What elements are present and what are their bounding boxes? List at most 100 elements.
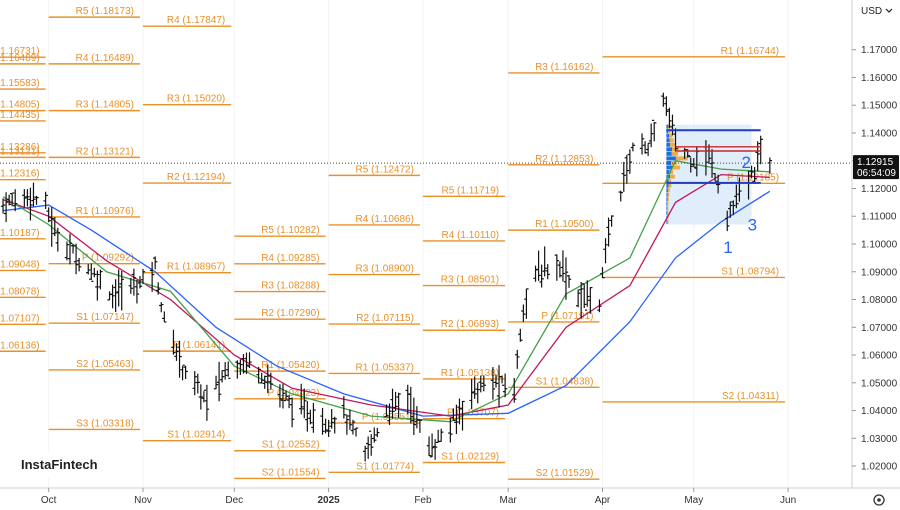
volume-profile	[666, 124, 752, 225]
price-bar	[585, 280, 590, 311]
pivot-label: 1.15583)	[0, 78, 39, 89]
pivot-label: S1 (1.08794)	[721, 266, 779, 277]
price-bar	[73, 243, 79, 275]
price-bar	[119, 271, 124, 311]
pivot-label: 1.12316)	[0, 169, 39, 180]
price-bar	[755, 141, 760, 172]
price-tick-label: 1.06000	[861, 351, 898, 362]
moving-average-line	[2, 159, 770, 423]
volume-bar	[667, 197, 669, 202]
price-bar	[667, 107, 672, 129]
time-tick-label: Jun	[780, 495, 796, 506]
price-bar	[131, 268, 137, 296]
price-bar	[180, 364, 185, 381]
price-bar	[247, 352, 252, 369]
volume-bar	[666, 165, 673, 170]
price-bar	[600, 267, 605, 279]
price-bar	[749, 165, 754, 179]
price-bar	[226, 361, 231, 379]
price-bar	[432, 439, 438, 460]
pivot-label: 1.06136)	[0, 340, 39, 351]
price-bar	[152, 256, 158, 270]
price-bar	[578, 281, 584, 319]
price-bar	[268, 372, 274, 390]
price-bar	[566, 274, 572, 288]
currency-label: USD	[861, 6, 882, 17]
price-bar	[597, 299, 602, 313]
moving-average-line	[2, 190, 771, 417]
pivot-label: R2 (1.13121)	[76, 146, 134, 157]
price-axis[interactable]: 1.170001.160001.150001.140001.130001.120…	[851, 0, 900, 488]
currency-button[interactable]: USD	[861, 6, 893, 17]
pivot-label: R2 (1.13121)	[0, 146, 40, 157]
pivot-label: R3 (1.16162)	[535, 62, 593, 73]
price-bar	[219, 369, 225, 383]
price-bar	[375, 427, 380, 438]
time-tick-label: Mar	[500, 495, 518, 506]
price-bar	[3, 192, 9, 223]
price-bar	[451, 408, 456, 422]
price-tick-label: 1.11000	[861, 212, 897, 223]
time-tick-label: Dec	[225, 495, 243, 506]
volume-bar	[666, 124, 669, 129]
volume-bar	[667, 188, 670, 193]
pivot-label: S2 (1.05463)	[76, 359, 134, 370]
price-bar	[137, 275, 143, 289]
price-bar	[13, 189, 18, 212]
price-bar	[688, 156, 693, 173]
price-bar	[216, 361, 222, 402]
price-bar	[454, 404, 459, 434]
price-bar	[545, 264, 550, 280]
pivot-label: R1 (1.05420)	[261, 360, 319, 371]
volume-bar	[666, 151, 672, 156]
price-bar	[512, 377, 517, 403]
price-bar	[731, 200, 736, 216]
price-bar	[277, 384, 283, 408]
price-bar	[469, 378, 474, 409]
price-bar	[286, 394, 292, 409]
price-bar	[107, 291, 112, 301]
volume-bar	[668, 179, 672, 184]
price-bar	[305, 401, 310, 432]
price-bar	[89, 263, 94, 282]
price-bar	[34, 195, 39, 205]
price-bar	[302, 388, 307, 419]
price-bar	[64, 241, 70, 261]
time-axis[interactable]: Oct Nov Dec 2025 Feb Mar Apr May Jun	[0, 487, 900, 510]
price-bar	[472, 376, 477, 399]
price-bar	[350, 419, 356, 435]
pivot-label: 1.07107)	[0, 313, 39, 324]
wave-label-2: 2	[742, 153, 751, 172]
price-bar	[521, 304, 526, 322]
price-bar	[31, 182, 36, 207]
time-tick-label: Apr	[595, 495, 611, 506]
price-bar	[174, 343, 179, 361]
time-tick-label: Feb	[414, 495, 432, 506]
price-bar	[162, 311, 167, 323]
pivot-label: S1 (1.02552)	[262, 440, 320, 451]
price-bar	[110, 284, 115, 309]
volume-bar	[672, 165, 681, 170]
price-bar	[134, 280, 140, 304]
price-tick-label: 1.07000	[861, 323, 898, 334]
price-bar	[9, 192, 15, 207]
pivot-label: R2 (1.06893)	[441, 319, 499, 330]
price-bar	[673, 128, 678, 152]
price-bar	[140, 268, 146, 285]
volume-bar	[669, 138, 674, 143]
price-bar	[332, 416, 337, 434]
price-bar	[195, 373, 200, 394]
time-tick-label: Nov	[134, 495, 152, 506]
settings-icon[interactable]	[873, 494, 885, 506]
price-bar	[156, 282, 161, 295]
price-bar	[393, 391, 398, 412]
volume-bar	[667, 220, 669, 224]
price-bar	[603, 238, 608, 264]
price-bar	[621, 161, 626, 192]
pivot-label: S1 (1.02914)	[167, 430, 225, 441]
time-axis-ticks: Oct Nov Dec 2025 Feb Mar Apr May Jun	[41, 488, 796, 506]
logo-text: InstaFintech	[21, 457, 98, 472]
price-bar	[201, 389, 207, 403]
price-bar	[369, 430, 374, 456]
